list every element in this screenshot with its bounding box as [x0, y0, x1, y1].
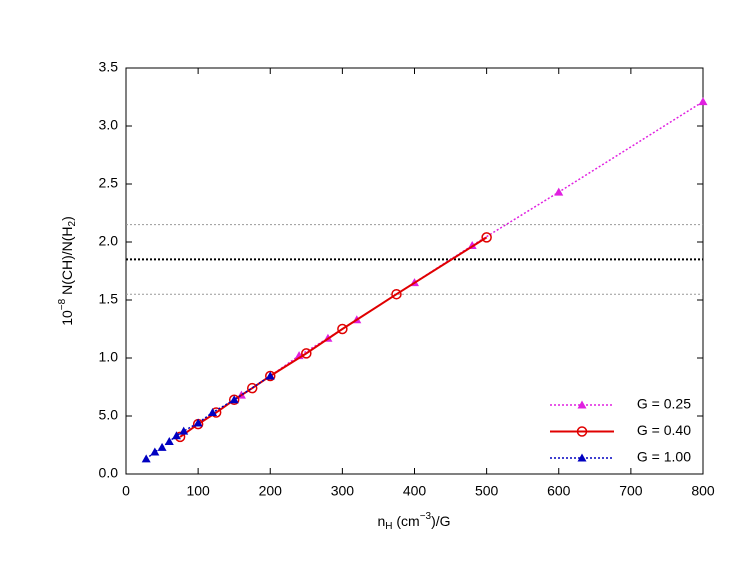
point [481, 232, 492, 243]
legend-marker [577, 453, 587, 462]
x-tick-label: 500 [475, 483, 499, 499]
point [179, 426, 189, 435]
y-tick-label: 1.0 [99, 349, 119, 365]
legend-marker [577, 400, 587, 409]
x-axis-label: nH (cm−3)/G [377, 511, 450, 532]
point [337, 323, 348, 335]
point [171, 431, 181, 440]
x-tick-label: 300 [331, 483, 355, 499]
x-tick-label: 600 [547, 483, 571, 499]
x-tick-label: 700 [619, 483, 643, 499]
point [141, 454, 151, 463]
y-axis-label: 10−8 N(CH)/N(H2) [57, 216, 78, 326]
y-label-part: 10 [59, 310, 75, 326]
legend-label: G = 1.00 [637, 449, 691, 465]
point [164, 437, 174, 446]
x-tick-label: 400 [403, 483, 427, 499]
x-tick-label: 0 [122, 483, 130, 499]
x-label-sup: −3 [420, 511, 432, 522]
point [301, 348, 312, 359]
point [554, 187, 564, 196]
x-label-part: )/G [431, 513, 450, 529]
y-label-sub: 2 [67, 220, 78, 226]
legend-label: G = 0.40 [637, 422, 691, 438]
point [208, 408, 218, 417]
series-line [179, 236, 488, 438]
x-label-part: (cm [392, 513, 419, 529]
y-tick-label: 0.0 [99, 465, 119, 481]
legend-label: G = 0.25 [637, 396, 691, 412]
y-tick-label: 1.5 [99, 291, 119, 307]
point [150, 447, 160, 456]
y-tick-label: 2.5 [99, 175, 119, 191]
point [193, 418, 203, 427]
legend-marker [576, 426, 588, 437]
y-tick-label: 3.5 [99, 59, 119, 75]
point [265, 371, 275, 380]
point [698, 97, 708, 106]
y-label-part: ) [59, 216, 75, 221]
y-label-sup: −8 [57, 298, 68, 310]
x-label-part: n [377, 513, 385, 529]
x-tick-label: 200 [259, 483, 283, 499]
x-label-sub: H [385, 521, 392, 532]
y-tick-label: 5.0 [99, 407, 119, 423]
point [229, 395, 239, 404]
point [391, 288, 402, 300]
x-tick-label: 800 [691, 483, 715, 499]
y-label-part: N(CH)/N(H [59, 226, 75, 298]
point [246, 382, 258, 394]
series-line [145, 375, 271, 460]
y-tick-label: 2.0 [99, 233, 119, 249]
point [157, 442, 167, 451]
x-tick-label: 100 [186, 483, 210, 499]
y-tick-label: 3.0 [99, 117, 119, 133]
